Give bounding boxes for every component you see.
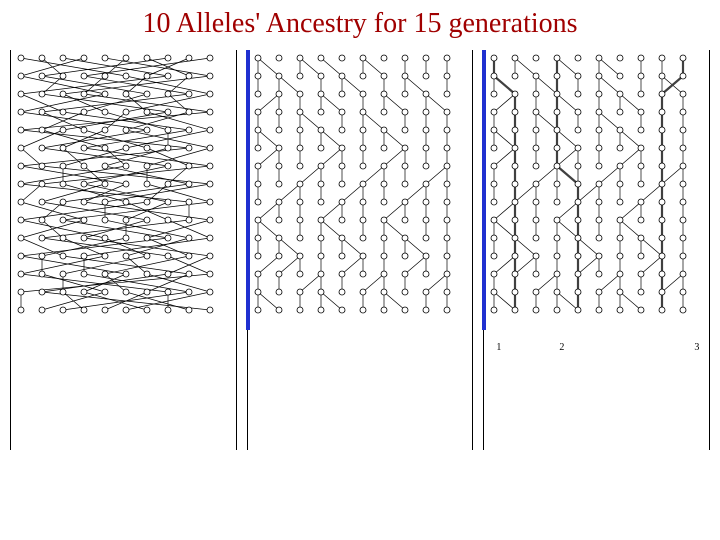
- lineage-label: 1: [496, 342, 501, 353]
- lineage-label: 2: [559, 342, 564, 353]
- panel-0: [10, 50, 237, 450]
- ancestry-tree-1: [248, 50, 474, 350]
- panel-2: 1 2 3: [483, 50, 710, 450]
- ancestry-tree-0: [11, 50, 237, 350]
- panels-container: 1 2 3: [10, 50, 710, 450]
- ancestry-tree-2: [484, 50, 710, 350]
- page-title: 10 Alleles' Ancestry for 15 generations: [0, 8, 720, 40]
- lineage-label: 3: [694, 342, 699, 353]
- panel-1: [247, 50, 474, 450]
